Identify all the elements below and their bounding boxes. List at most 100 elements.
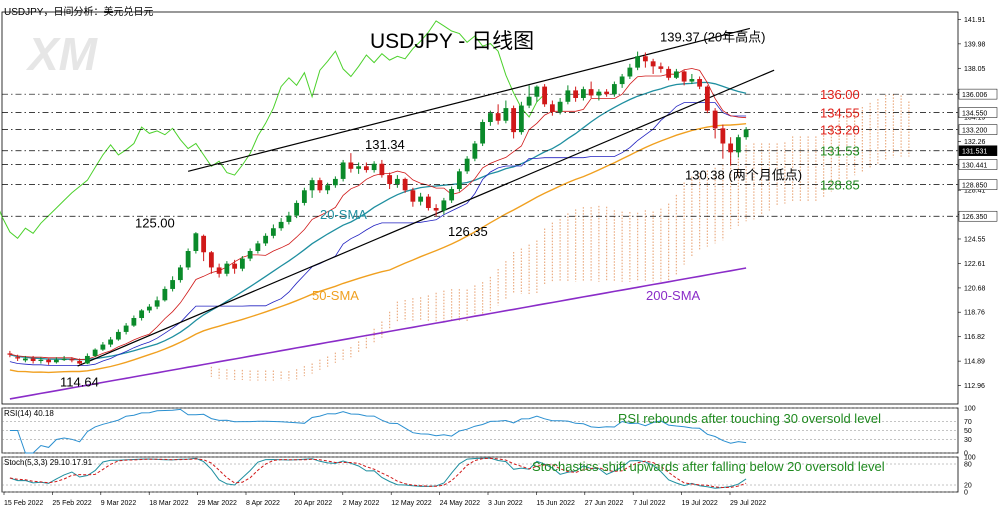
candle (487, 110, 493, 126)
candle (472, 140, 478, 162)
rsi-axis-label: 50 (964, 428, 972, 435)
x-tick-label: 8 Apr 2022 (246, 500, 280, 507)
candle-body (22, 358, 28, 361)
candle (503, 100, 509, 124)
candle-body (108, 339, 114, 345)
candle-body (115, 331, 121, 340)
candle (410, 187, 416, 207)
candle (441, 197, 447, 215)
candle-body (681, 71, 687, 82)
candle (712, 108, 718, 139)
rsi-axis-label: 70 (964, 419, 972, 426)
candle-body (61, 359, 67, 361)
candle-body (131, 318, 137, 326)
x-tick-label: 29 Mar 2022 (198, 500, 237, 507)
candle (332, 176, 338, 188)
candle (123, 323, 129, 335)
candle (30, 355, 36, 364)
price-annotation: 125.00 (135, 215, 175, 230)
price-marker-label: 136.006 (962, 92, 987, 99)
candle-body (348, 162, 354, 169)
candle (604, 89, 610, 97)
candle-body (263, 235, 269, 244)
x-tick-label: 19 Jul 2022 (682, 500, 718, 507)
candle-body (286, 215, 292, 222)
x-tick-label: 29 Jul 2022 (730, 500, 766, 507)
candle (348, 153, 354, 173)
candle (363, 162, 369, 173)
series-label: 50-SMA (312, 288, 359, 303)
candle (658, 62, 664, 73)
candle-body (642, 56, 648, 62)
candle-body (565, 90, 571, 102)
candle-body (720, 128, 726, 144)
candle-body (611, 84, 617, 95)
candle (627, 63, 633, 80)
price-annotation: 139.37 (20年高点) (660, 30, 766, 45)
x-tick-label: 9 Mar 2022 (101, 500, 137, 507)
price-marker (958, 107, 998, 118)
y-tick-label: 122.61 (964, 261, 986, 268)
x-tick-label: 15 Jun 2022 (536, 500, 575, 507)
candle (449, 186, 455, 203)
candle (642, 52, 648, 68)
level-label: 131.53 (820, 144, 860, 159)
stoch-label: Stoch(5,3,3) 29.10 17.91 (4, 458, 93, 467)
candle (92, 348, 98, 358)
x-tick-label: 20 Apr 2022 (294, 500, 332, 507)
candle (728, 137, 734, 166)
candle-body (619, 76, 625, 85)
candle (495, 104, 501, 125)
candle (394, 175, 400, 188)
candle (464, 156, 470, 174)
main-frame (1, 11, 959, 405)
price-marker-label: 128.850 (962, 183, 987, 190)
candle (565, 85, 571, 105)
candle (619, 73, 625, 88)
level-label: 134.55 (820, 106, 860, 121)
candle (735, 134, 741, 158)
candle-body (666, 68, 672, 78)
candle (146, 304, 152, 313)
candle (433, 204, 439, 217)
candle-body (177, 267, 183, 281)
candle (379, 159, 385, 178)
x-tick-label: 15 Feb 2022 (4, 500, 43, 507)
candle (255, 240, 261, 254)
candle (84, 353, 90, 365)
candle (588, 81, 594, 98)
candle (689, 73, 695, 85)
candle-body (472, 143, 478, 159)
candle-body (301, 190, 307, 203)
candle-body (627, 67, 633, 77)
kijun-line (9, 102, 747, 366)
y-tick-label: 128.41 (964, 188, 986, 195)
chikou-span (0, 20, 545, 240)
series-label: 200-SMA (646, 288, 701, 303)
candle (356, 162, 362, 174)
candle-body (162, 288, 168, 301)
price-marker (958, 210, 998, 222)
y-tick-label: 118.76 (964, 310, 985, 317)
level-label: 133.20 (820, 123, 860, 138)
y-tick-label: 124.55 (964, 236, 986, 243)
xm-logo-watermark: XM (25, 28, 99, 80)
main-panel: XM 112.96 114.89 116.82 118.76 120.68 122.61 12… (0, 11, 998, 405)
price-marker (958, 145, 998, 156)
price-annotation: 126.35 (448, 224, 488, 239)
candle (278, 218, 284, 231)
candle-body (356, 166, 362, 169)
candle (100, 342, 106, 351)
rsi-panel: 100 70 50 30 0 RSI rebounds after touching 30… (1, 406, 976, 458)
candle (38, 357, 44, 364)
x-tick-label: 12 May 2022 (391, 500, 432, 507)
candle-body (170, 280, 176, 289)
candle-body (139, 310, 145, 319)
candle-body (309, 180, 315, 191)
lower-trendline (77, 69, 775, 367)
candle-body (394, 178, 400, 184)
candle-body (146, 306, 152, 311)
candle (309, 177, 315, 198)
price-marker (958, 179, 998, 190)
price-marker-label: 133.200 (962, 128, 987, 135)
